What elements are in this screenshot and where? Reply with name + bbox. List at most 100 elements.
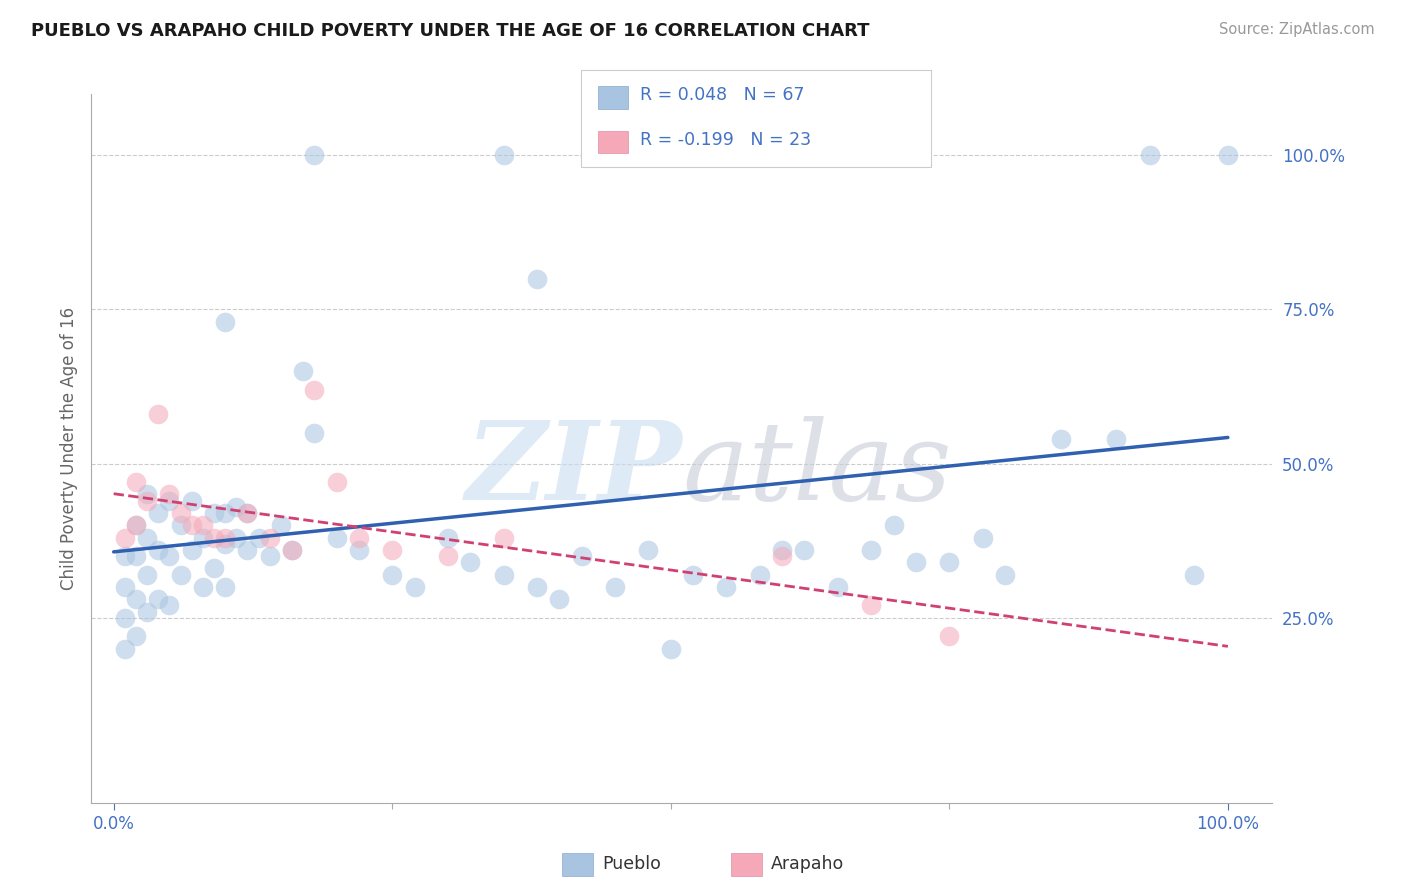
Point [1105, 432, 1128, 446]
Point [437, 531, 460, 545]
Point [381, 567, 404, 582]
Point [125, 518, 148, 533]
Point [770, 543, 793, 558]
Point [1216, 148, 1239, 162]
Point [904, 555, 927, 569]
Point [682, 567, 704, 582]
Point [148, 407, 170, 421]
Text: R = 0.048   N = 67: R = 0.048 N = 67 [640, 87, 804, 104]
Text: PUEBLO VS ARAPAHO CHILD POVERTY UNDER THE AGE OF 16 CORRELATION CHART: PUEBLO VS ARAPAHO CHILD POVERTY UNDER TH… [31, 22, 869, 40]
Point [202, 506, 225, 520]
Point [136, 493, 159, 508]
Text: atlas: atlas [682, 416, 952, 524]
Point [136, 487, 159, 501]
Point [548, 592, 571, 607]
Point [114, 641, 136, 656]
Point [114, 611, 136, 625]
Point [214, 315, 236, 329]
Point [526, 580, 548, 594]
Point [225, 531, 247, 545]
Point [191, 531, 214, 545]
Point [125, 592, 148, 607]
Y-axis label: Child Poverty Under the Age of 16: Child Poverty Under the Age of 16 [59, 307, 77, 590]
Point [302, 383, 325, 397]
Point [347, 531, 370, 545]
Point [1184, 567, 1206, 582]
Point [136, 605, 159, 619]
Point [994, 567, 1017, 582]
Point [883, 518, 905, 533]
Point [236, 506, 259, 520]
Text: R = -0.199   N = 23: R = -0.199 N = 23 [640, 131, 811, 149]
Point [637, 543, 659, 558]
Text: ZIP: ZIP [465, 416, 682, 524]
Point [1139, 148, 1161, 162]
Point [157, 487, 180, 501]
Point [748, 567, 770, 582]
Point [202, 531, 225, 545]
Point [191, 580, 214, 594]
Point [125, 549, 148, 563]
Point [214, 580, 236, 594]
Point [281, 543, 304, 558]
Point [157, 599, 180, 613]
Point [169, 506, 191, 520]
Text: Arapaho: Arapaho [770, 855, 844, 873]
Point [458, 555, 481, 569]
Point [404, 580, 426, 594]
Point [125, 629, 148, 643]
Point [325, 531, 347, 545]
Point [938, 555, 960, 569]
Point [169, 567, 191, 582]
Point [492, 148, 515, 162]
Point [180, 543, 202, 558]
Point [827, 148, 849, 162]
Point [492, 567, 515, 582]
Point [972, 531, 994, 545]
Point [302, 148, 325, 162]
Point [191, 518, 214, 533]
Point [136, 531, 159, 545]
Point [148, 506, 170, 520]
Point [114, 549, 136, 563]
Point [603, 580, 626, 594]
Point [770, 549, 793, 563]
Point [325, 475, 347, 490]
Point [259, 549, 281, 563]
Point [125, 475, 148, 490]
Point [793, 543, 815, 558]
Point [236, 543, 259, 558]
Point [860, 599, 883, 613]
Point [437, 549, 460, 563]
Point [148, 592, 170, 607]
Point [347, 543, 370, 558]
Point [114, 580, 136, 594]
Point [571, 549, 593, 563]
Point [214, 537, 236, 551]
Point [827, 580, 849, 594]
Point [214, 506, 236, 520]
Point [148, 543, 170, 558]
Point [114, 531, 136, 545]
Point [381, 543, 404, 558]
Point [202, 561, 225, 575]
Point [259, 531, 281, 545]
Text: Source: ZipAtlas.com: Source: ZipAtlas.com [1219, 22, 1375, 37]
Point [860, 543, 883, 558]
Point [136, 567, 159, 582]
Text: Pueblo: Pueblo [602, 855, 661, 873]
Point [157, 549, 180, 563]
Point [157, 493, 180, 508]
Point [270, 518, 292, 533]
Point [169, 518, 191, 533]
Point [281, 543, 304, 558]
Point [180, 518, 202, 533]
Point [225, 500, 247, 514]
Point [247, 531, 270, 545]
Point [938, 629, 960, 643]
Point [180, 493, 202, 508]
Point [236, 506, 259, 520]
Point [492, 531, 515, 545]
Point [125, 518, 148, 533]
Point [1049, 432, 1071, 446]
